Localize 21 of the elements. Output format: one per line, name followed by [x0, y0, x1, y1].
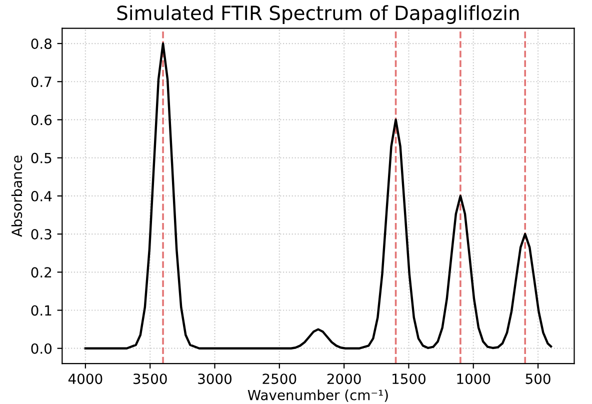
x-tick-label: 3500 — [133, 374, 167, 384]
y-tick-label: 0.6 — [31, 114, 52, 126]
x-tick-label: 500 — [526, 374, 550, 384]
y-tick-label: 0.4 — [31, 190, 52, 202]
x-tick-label: 4000 — [68, 374, 102, 384]
x-tick-label: 1500 — [392, 374, 426, 384]
y-tick-label: 0.2 — [31, 267, 52, 278]
y-tick-label: 0.3 — [31, 229, 52, 240]
y-tick-label: 0.5 — [31, 152, 52, 164]
x-tick-label: 2000 — [327, 374, 361, 384]
y-tick-label: 0.8 — [31, 38, 52, 49]
x-axis-title: Wavenumber (cm⁻¹) — [248, 390, 388, 402]
y-tick-label: 0.0 — [31, 343, 52, 354]
y-tick-label: 0.1 — [31, 305, 52, 316]
x-tick-label: 1000 — [457, 374, 490, 384]
x-tick-label: 2500 — [262, 374, 296, 384]
line-series — [84, 42, 552, 350]
y-tick-label: 0.7 — [31, 76, 52, 88]
y-axis-title: Absorbance — [11, 156, 22, 237]
chart-title: Simulated FTIR Spectrum of Dapagliflozin — [117, 5, 519, 24]
x-tick-label: 3000 — [198, 374, 232, 384]
